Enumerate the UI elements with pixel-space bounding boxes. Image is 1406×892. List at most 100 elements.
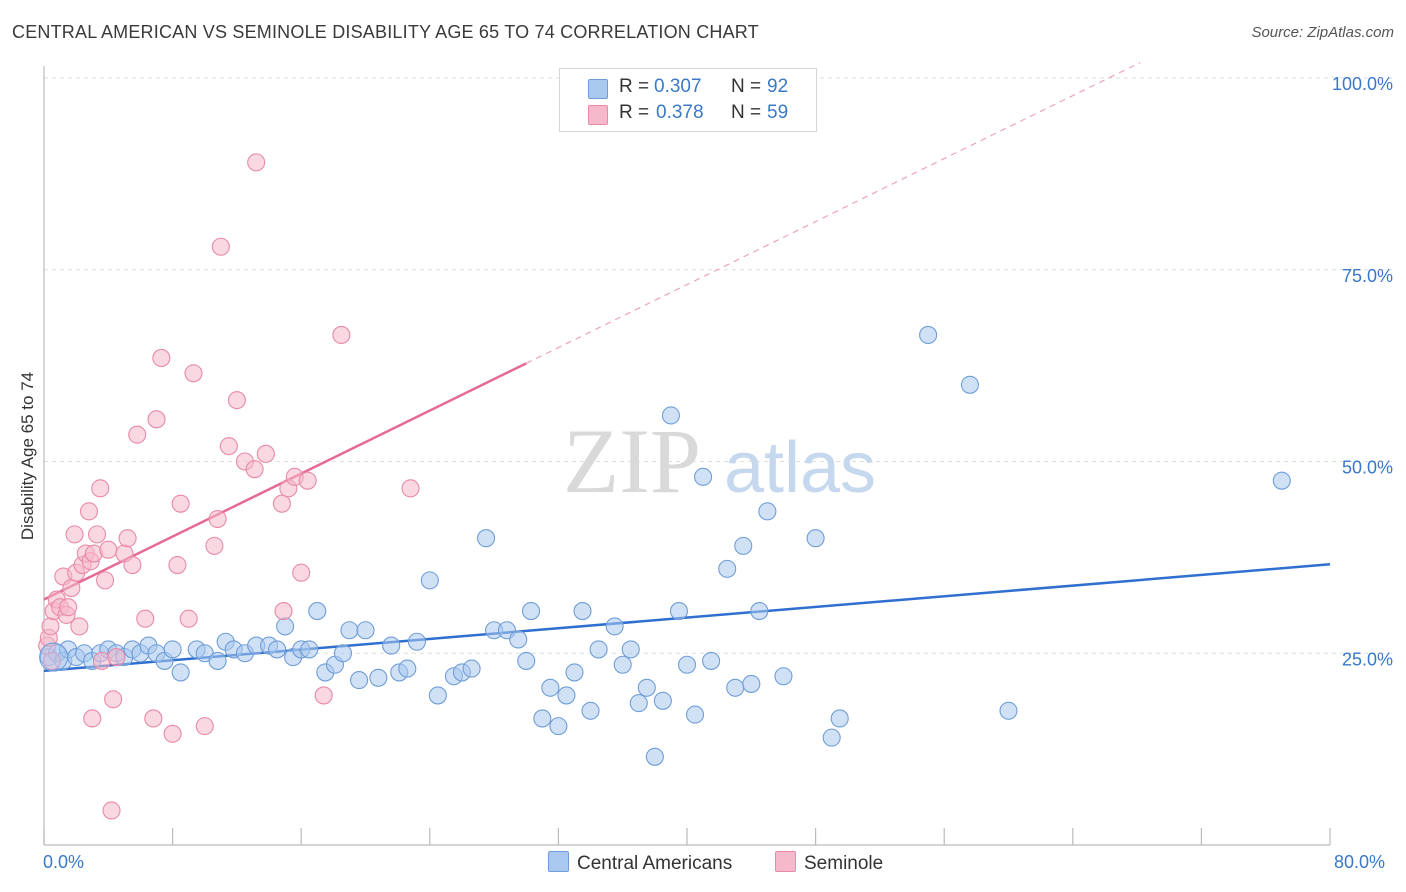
point-central-americans <box>750 602 769 621</box>
point-central-americans <box>333 644 353 663</box>
point-central-americans <box>549 717 568 736</box>
legend-row-seminole: R = 0.378 N = 59 <box>560 102 816 128</box>
point-central-americans <box>268 640 287 659</box>
point-central-americans <box>369 668 388 687</box>
point-seminole <box>205 536 224 555</box>
legend-r-value: 0.307 <box>654 76 702 97</box>
point-central-americans <box>653 691 672 710</box>
point-central-americans <box>589 640 608 659</box>
source-label: Source: ZipAtlas.com <box>1251 24 1394 41</box>
point-seminole <box>59 598 78 617</box>
point-central-americans <box>356 621 375 640</box>
point-central-americans <box>726 678 745 697</box>
point-central-americans <box>645 747 664 766</box>
point-central-americans <box>350 671 369 690</box>
y-tick-label: 25.0% <box>1342 649 1393 669</box>
y-tick-labels: 25.0% 50.0% 75.0% 100.0% <box>1332 74 1393 669</box>
point-central-americans <box>462 659 481 678</box>
point-seminole <box>256 444 275 463</box>
point-seminole <box>179 609 198 628</box>
point-seminole <box>292 563 311 582</box>
point-central-americans <box>509 630 528 649</box>
point-seminole <box>184 364 203 383</box>
point-central-americans <box>276 617 295 636</box>
point-seminole <box>102 801 121 820</box>
point-central-americans <box>407 632 426 651</box>
legend-row-central-americans: R = 0.307 N = 92 <box>560 76 816 102</box>
point-seminole <box>298 471 317 490</box>
point-central-americans <box>758 502 777 521</box>
legend-n-value: 59 <box>767 102 789 123</box>
point-central-americans <box>300 640 319 659</box>
legend-r-value: 0.378 <box>656 102 704 123</box>
point-seminole <box>91 479 110 498</box>
point-seminole <box>42 651 62 670</box>
point-seminole <box>107 648 126 667</box>
stats-legend: R = 0.307 N = 92 R = 0.378 N = 59 <box>559 68 817 132</box>
legend-n-value: 92 <box>767 76 789 97</box>
point-seminole <box>152 348 171 368</box>
y-tick-label: 50.0% <box>1342 458 1393 478</box>
point-central-americans <box>171 663 190 682</box>
legend-r-label: R = <box>619 76 650 97</box>
point-seminole <box>163 724 182 743</box>
point-seminole <box>96 571 115 590</box>
point-central-americans <box>718 559 737 578</box>
point-seminole <box>118 529 137 548</box>
point-central-americans <box>208 651 227 670</box>
point-seminole <box>147 410 166 429</box>
axes <box>43 66 1331 846</box>
point-seminole <box>79 502 99 521</box>
legend-swatch-pink <box>588 105 608 125</box>
point-seminole <box>104 690 123 709</box>
point-seminole <box>314 686 333 705</box>
point-seminole <box>144 709 163 728</box>
point-seminole <box>99 540 118 559</box>
point-central-americans <box>565 663 584 682</box>
data-points <box>38 153 1291 820</box>
point-central-americans <box>830 709 849 728</box>
point-central-americans <box>39 642 69 672</box>
point-central-americans <box>541 678 560 697</box>
point-central-americans <box>581 701 600 720</box>
legend-n-label: N = <box>731 102 762 123</box>
legend-r-label: R = <box>619 102 650 123</box>
point-central-americans <box>1272 471 1291 490</box>
point-central-americans <box>742 674 761 693</box>
legend-swatch-blue <box>588 79 608 99</box>
point-seminole <box>87 525 107 544</box>
point-central-americans <box>522 602 541 621</box>
point-central-americans <box>661 406 680 425</box>
point-seminole <box>332 325 351 344</box>
point-central-americans <box>613 655 632 674</box>
point-central-americans <box>637 678 656 697</box>
bottom-legend-swatch-pink <box>775 851 796 872</box>
point-central-americans <box>806 529 825 548</box>
point-central-americans <box>669 602 689 621</box>
gridlines <box>44 77 1392 654</box>
point-central-americans <box>557 686 576 705</box>
watermark-atlas: atlas <box>724 428 876 508</box>
point-seminole <box>70 617 89 636</box>
watermark: ZIP atlas <box>563 410 876 512</box>
point-seminole <box>247 153 266 172</box>
bottom-legend-seminole: Seminole <box>775 851 883 877</box>
bottom-legend-label: Seminole <box>804 853 884 874</box>
point-seminole <box>168 555 187 575</box>
x-tick-label-max: 80.0% <box>1334 852 1386 872</box>
y-tick-label: 75.0% <box>1342 266 1393 286</box>
trend-lines <box>43 62 1331 673</box>
point-seminole <box>274 602 293 621</box>
point-central-americans <box>734 536 753 555</box>
bottom-legend-label: Central Americans <box>577 853 733 874</box>
point-seminole <box>219 437 238 456</box>
legend-n-label: N = <box>731 76 762 97</box>
point-seminole <box>83 709 102 728</box>
point-central-americans <box>621 640 640 659</box>
point-central-americans <box>702 651 721 670</box>
point-seminole <box>128 425 147 444</box>
bottom-legend-central-americans: Central Americans <box>548 851 732 877</box>
point-seminole <box>401 479 420 498</box>
point-central-americans <box>398 659 417 678</box>
